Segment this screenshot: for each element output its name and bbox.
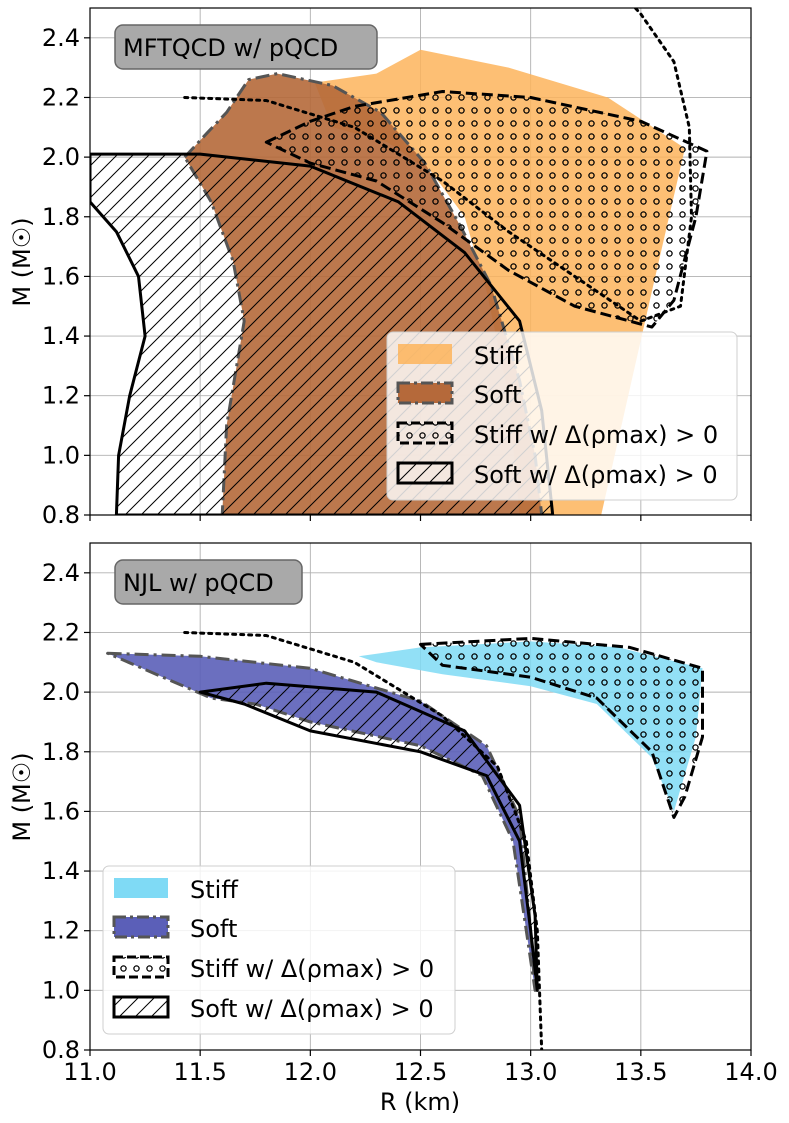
y-tick-label-1: 1.0 bbox=[42, 441, 80, 469]
legend-swatch-soft bbox=[396, 381, 454, 405]
legend-label-soft-delta: Soft w/ Δ(ρmax) > 0 bbox=[474, 461, 718, 489]
x-tick-label-0: 11.0 bbox=[63, 1058, 116, 1086]
y-tick-label-3: 1.4 bbox=[42, 322, 80, 350]
y-tick-label-4: 1.6 bbox=[42, 262, 80, 290]
y-axis-label: M (M☉) bbox=[8, 217, 36, 306]
plot-area-bottom bbox=[106, 631, 704, 1050]
y-tick-label-7: 2.2 bbox=[42, 83, 80, 111]
legend-swatch-soft-delta-njl bbox=[112, 995, 170, 1019]
legend-swatch-stiff bbox=[398, 344, 452, 364]
y-tick-label-2: 1.2 bbox=[42, 917, 80, 945]
y-tick-label-8: 2.4 bbox=[42, 559, 80, 587]
legend-label-stiff: Stiff bbox=[474, 342, 522, 370]
legend-swatch-stiff-delta-njl bbox=[112, 955, 170, 979]
legend-label-soft-delta-njl: Soft w/ Δ(ρmax) > 0 bbox=[190, 995, 434, 1023]
y-tick-label-4: 1.6 bbox=[42, 797, 80, 825]
y-axis-label-text: M (M☉) bbox=[8, 217, 36, 306]
legend-swatch-stiff-delta bbox=[396, 421, 454, 445]
panel-title-bottom: NJL w/ pQCD bbox=[123, 569, 274, 597]
y-tick-label-7: 2.2 bbox=[42, 618, 80, 646]
x-tick-label-5: 13.5 bbox=[614, 1058, 667, 1086]
y-tick-label-6: 2.0 bbox=[42, 143, 80, 171]
legend-label-soft-njl: Soft bbox=[190, 915, 237, 943]
x-tick-label-1: 11.5 bbox=[173, 1058, 226, 1086]
y-tick-label-8: 2.4 bbox=[42, 24, 80, 52]
y-tick-label-6: 2.0 bbox=[42, 678, 80, 706]
series-stiff-w-max-0 bbox=[419, 636, 704, 819]
y-tick-label-2: 1.2 bbox=[42, 382, 80, 410]
panel-title-box-bottom: NJL w/ pQCD bbox=[114, 559, 303, 605]
legend-bottom: Stiff Soft Stiff w/ Δ(ρmax) > 0 Soft w/ … bbox=[102, 865, 456, 1035]
y-tick-label-3: 1.4 bbox=[42, 857, 80, 885]
panel-title: MFTQCD w/ pQCD bbox=[123, 34, 338, 62]
x-tick-label-2: 12.0 bbox=[284, 1058, 337, 1086]
legend-swatch-soft-delta bbox=[396, 461, 454, 485]
x-tick-label-6: 14.0 bbox=[724, 1058, 777, 1086]
panel-njl: 11.0 11.5 12.0 12.5 13.0 13.5 14.0 0.8 1.0 1.2 1.4… bbox=[8, 542, 778, 1116]
legend-label-stiff-delta: Stiff w/ Δ(ρmax) > 0 bbox=[474, 421, 718, 449]
ticks-bottom: 11.0 11.5 12.0 12.5 13.0 13.5 14.0 0.8 1.0 1.2 1.4… bbox=[42, 559, 778, 1086]
x-axis-label: R (km) bbox=[380, 1088, 460, 1116]
legend-label-stiff-njl: Stiff bbox=[190, 876, 238, 904]
ticks-top: 0.8 1.0 1.2 1.4 1.6 1.8 2.0 2.2 2.4 bbox=[42, 24, 752, 529]
series-soft-w-max-0 bbox=[198, 681, 539, 992]
y-tick-label-1: 1.0 bbox=[42, 976, 80, 1004]
panel-mftqcd: 0.8 1.0 1.2 1.4 1.6 1.8 2.0 2.2 2.4 M (M☉) MFTQC… bbox=[8, 7, 752, 529]
legend-swatch-soft-njl bbox=[112, 915, 170, 939]
y-axis-label-bottom: M (M☉) bbox=[8, 752, 36, 841]
legend-label-stiff-delta-njl: Stiff w/ Δ(ρmax) > 0 bbox=[190, 955, 434, 983]
series-dotted-envelope bbox=[183, 631, 544, 1050]
y-tick-label-5: 1.8 bbox=[42, 738, 80, 766]
legend-top: Stiff Soft Stiff w/ Δ(ρmax) > 0 Soft w/ … bbox=[386, 331, 738, 501]
series-dotted-envelope bbox=[183, 8, 693, 323]
legend-swatch-stiff-njl bbox=[114, 878, 168, 898]
legend-label-soft: Soft bbox=[474, 381, 521, 409]
y-tick-label-0: 0.8 bbox=[42, 1036, 80, 1064]
y-tick-label-0: 0.8 bbox=[42, 501, 80, 529]
y-tick-label-5: 1.8 bbox=[42, 203, 80, 231]
x-tick-label-3: 12.5 bbox=[394, 1058, 447, 1086]
panel-title-box: MFTQCD w/ pQCD bbox=[114, 24, 378, 70]
x-tick-label-4: 13.0 bbox=[504, 1058, 557, 1086]
